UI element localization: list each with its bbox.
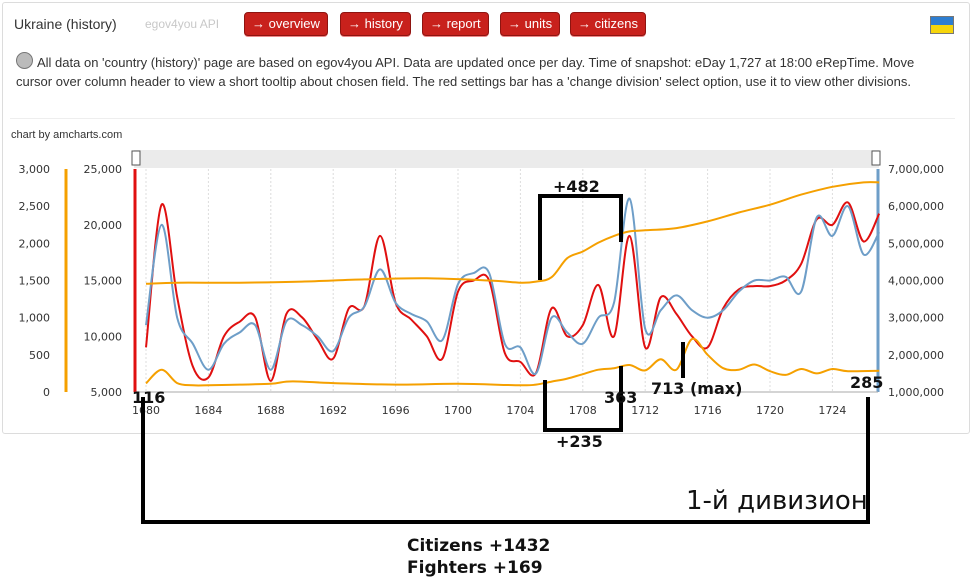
right-blue-tick-label: 4,000,000: [888, 275, 944, 288]
max-fighters-label: 713 (max): [651, 379, 742, 398]
left-red-axis-ticks: 5,000 10,000 15,000 20,000 25,000: [84, 163, 123, 399]
x-tick-label: 1708: [569, 404, 597, 417]
division-bracket: [141, 397, 870, 524]
scrollbar-left-handle[interactable]: [131, 150, 141, 166]
right-blue-tick-label: 6,000,000: [888, 200, 944, 213]
left-orange-tick-label: 1,500: [19, 275, 51, 288]
chart-series: [145, 181, 881, 387]
divider: [10, 118, 955, 119]
x-tick-label: 1724: [818, 404, 846, 417]
right-blue-axis-ticks: 1,000,000 2,000,000 3,000,000 4,000,000 5,00…: [888, 163, 944, 399]
flag-blue-stripe: [931, 17, 953, 25]
x-tick-label: 1712: [631, 404, 659, 417]
mid-fighters-label: 363: [604, 388, 637, 407]
ukraine-flag-icon: [930, 16, 954, 34]
x-tick-label: 1688: [257, 404, 285, 417]
citizens-delta-label: +482: [553, 177, 600, 196]
page-title: Ukraine (history): [14, 16, 117, 32]
overview-button[interactable]: → overview: [244, 12, 328, 36]
report-button[interactable]: → report: [422, 12, 489, 36]
red-series-line: [145, 201, 881, 382]
left-red-tick-label: 20,000: [84, 219, 123, 232]
chart-scrollbar[interactable]: [134, 150, 879, 168]
right-blue-tick-label: 5,000,000: [888, 237, 944, 250]
x-tick-label: 1680: [132, 404, 160, 417]
x-tick-label: 1716: [694, 404, 722, 417]
x-tick-label: 1696: [382, 404, 410, 417]
left-orange-tick-label: 2,500: [19, 200, 51, 213]
left-orange-tick-label: 0: [43, 386, 50, 399]
x-tick-label: 1692: [319, 404, 347, 417]
left-orange-tick-label: 2,000: [19, 237, 51, 250]
left-red-tick-label: 25,000: [84, 163, 123, 176]
x-tick-label: 1720: [756, 404, 784, 417]
citizens-button[interactable]: → citizens: [570, 12, 646, 36]
division-label: 1-й дивизион: [686, 486, 868, 516]
history-button[interactable]: → history: [340, 12, 411, 36]
left-red-tick-label: 15,000: [84, 275, 123, 288]
left-red-tick-label: 5,000: [91, 386, 123, 399]
summary-fighters: Fighters +169: [407, 558, 543, 578]
info-text-body: All data on 'country (history)' page are…: [16, 55, 915, 89]
end-fighters-label: 285: [850, 373, 883, 392]
orange-lower-series-line: [145, 337, 880, 387]
units-button[interactable]: → units: [500, 12, 561, 36]
page-panel: [2, 2, 970, 434]
right-blue-tick-label: 7,000,000: [888, 163, 944, 176]
start-fighters-label: 116: [132, 388, 165, 407]
left-orange-tick-label: 500: [29, 349, 50, 362]
left-orange-tick-label: 3,000: [19, 163, 51, 176]
fighters-delta-label: +235: [556, 432, 603, 451]
info-avatar-icon: [16, 52, 33, 69]
left-orange-axis-ticks: 0 500 1,000 1,500 2,000 2,500 3,000: [19, 163, 51, 399]
flag-yellow-stripe: [931, 25, 953, 33]
fighters-delta-bracket: [543, 366, 623, 432]
citizens-delta-bracket: [538, 194, 623, 280]
left-red-tick-label: 10,000: [84, 330, 123, 343]
right-blue-tick-label: 3,000,000: [888, 312, 944, 325]
x-tick-label: 1684: [194, 404, 222, 417]
right-blue-tick-label: 1,000,000: [888, 386, 944, 399]
x-tick-label: 1700: [444, 404, 472, 417]
x-tick-label: 1704: [506, 404, 534, 417]
api-label: egov4you API: [145, 17, 220, 31]
right-blue-tick-label: 2,000,000: [888, 349, 944, 362]
summary-citizens: Citizens +1432: [407, 536, 550, 556]
left-orange-tick-label: 1,000: [19, 312, 51, 325]
orange-upper-series-line: [145, 181, 880, 285]
scrollbar-right-handle[interactable]: [871, 150, 881, 166]
x-axis-ticks: 1680 1684 1688 1692 1696 1700 1704 1708 1712 1716…: [132, 404, 846, 417]
chart-grid: [145, 169, 833, 392]
info-text: All data on 'country (history)' page are…: [16, 52, 936, 91]
blue-series-line: [145, 197, 881, 375]
chart-credit: chart by amcharts.com: [11, 129, 123, 141]
